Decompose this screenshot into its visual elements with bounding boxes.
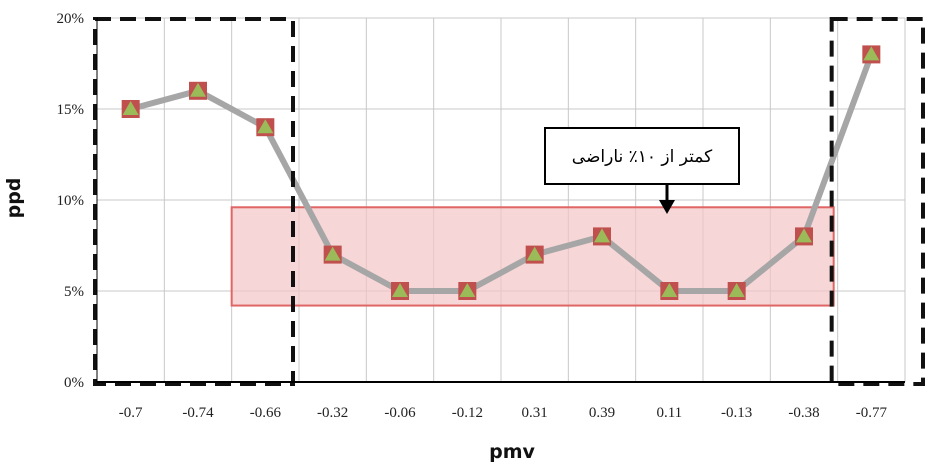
y-tick-label: 15% xyxy=(57,102,85,118)
x-tick-label: -0.13 xyxy=(721,405,752,421)
x-tick-label: 0.39 xyxy=(589,405,615,421)
series-line xyxy=(127,51,875,294)
annotation-text: کمتر از ۱۰٪ ناراضی xyxy=(572,147,713,167)
x-tick-label: 0.31 xyxy=(522,405,548,421)
x-tick-labels: -0.7 -0.74 -0.66 -0.32 -0.06 -0.12 0.31 0.39 0.1… xyxy=(119,405,888,421)
data-point-marker-center xyxy=(190,82,206,97)
y-axis-title: ppd xyxy=(3,178,25,219)
y-tick-label: 10% xyxy=(57,193,85,209)
data-point-marker-center xyxy=(863,46,880,61)
x-tick-label: -0.32 xyxy=(317,405,348,421)
x-tick-label: -0.38 xyxy=(788,405,819,421)
series-layer xyxy=(121,45,881,300)
data-point-marker-center xyxy=(796,228,812,243)
dashed-region-box xyxy=(93,17,295,386)
x-tick-label: -0.7 xyxy=(119,405,143,421)
y-tick-label: 5% xyxy=(64,284,84,300)
axes xyxy=(96,18,905,383)
data-point-marker-center xyxy=(661,283,678,297)
annotation-arrowhead xyxy=(659,200,675,214)
annotation-box xyxy=(544,127,740,185)
y-tick-labels: 0% 5% 10% 15% 20% xyxy=(57,11,85,391)
data-point-marker-center xyxy=(728,283,745,297)
data-point-marker-center xyxy=(459,283,476,297)
x-tick-label: -0.66 xyxy=(250,405,282,421)
x-axis-title: pmv xyxy=(489,441,535,463)
data-point-marker-center xyxy=(122,101,139,115)
gridlines xyxy=(96,17,906,383)
x-tick-label: 0.11 xyxy=(656,405,682,421)
x-tick-label: -0.12 xyxy=(452,405,483,421)
data-point-marker-center xyxy=(594,228,610,243)
data-point-marker-center xyxy=(526,246,543,261)
y-tick-label: 0% xyxy=(64,375,84,391)
dashed-box-layer xyxy=(93,17,926,386)
y-tick-label: 20% xyxy=(57,11,85,27)
x-tick-label: -0.06 xyxy=(384,405,416,421)
data-point-marker-center xyxy=(392,283,408,297)
x-tick-label: -0.74 xyxy=(182,405,214,421)
annotation-callout: کمتر از ۱۰٪ ناراضی xyxy=(544,127,740,214)
data-point-marker-center xyxy=(257,119,274,134)
data-point-marker-center xyxy=(324,246,341,261)
x-tick-label: -0.77 xyxy=(856,405,888,421)
dashed-region-box xyxy=(829,17,926,386)
